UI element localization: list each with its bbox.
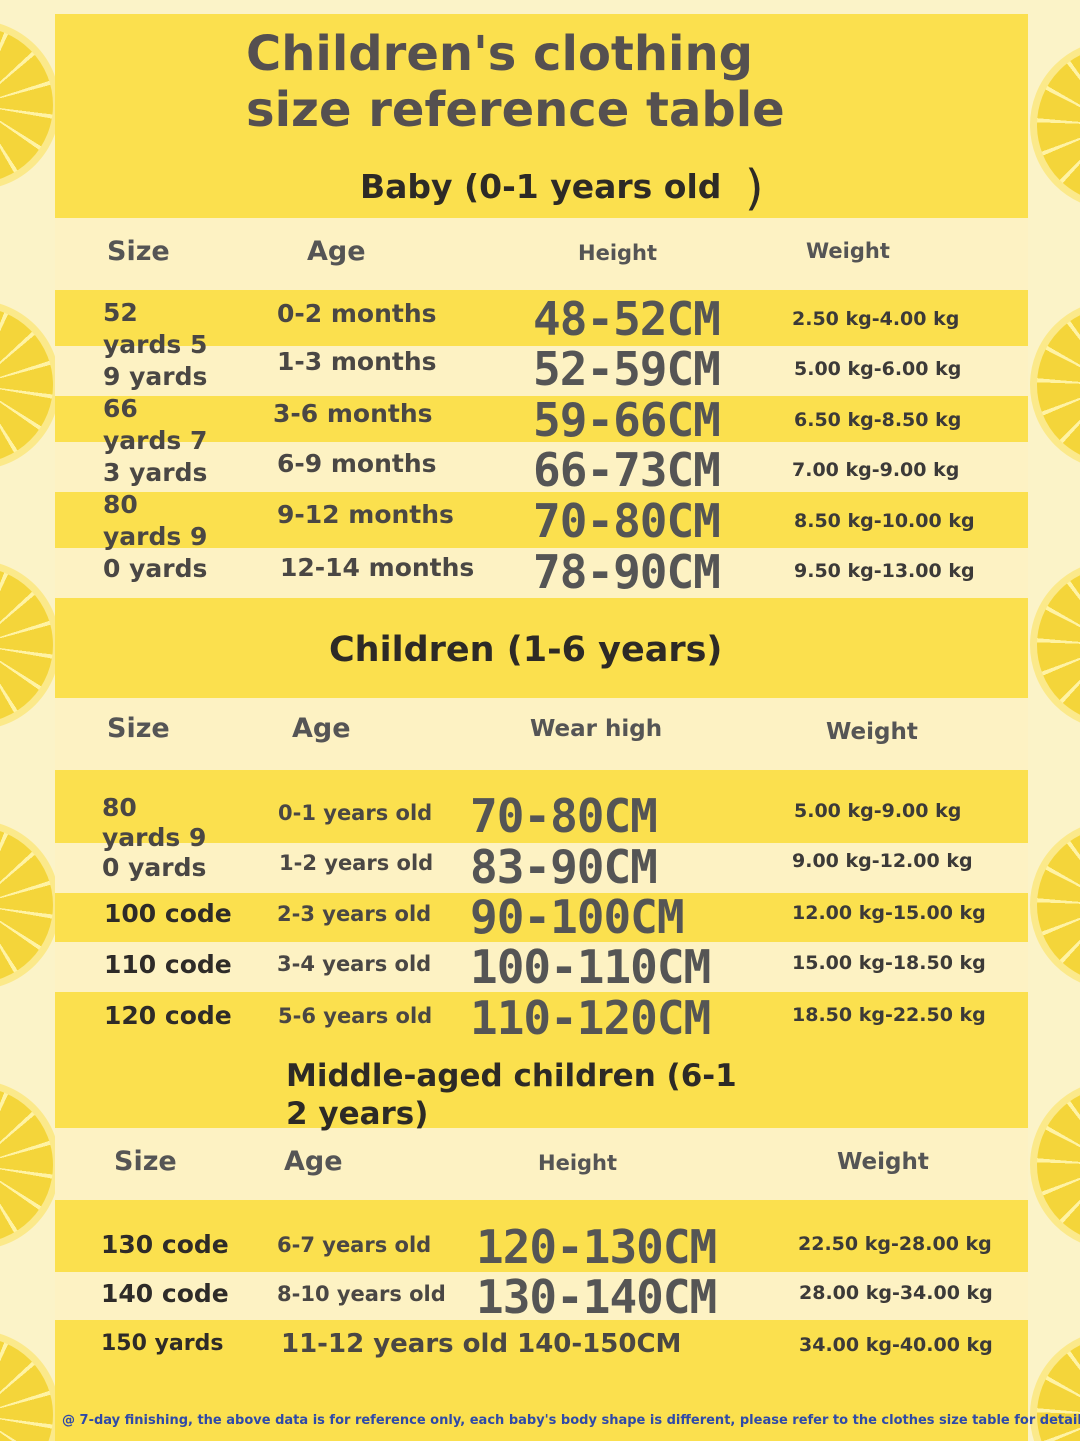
weight-cell: 9.00 kg-12.00 kg: [792, 850, 973, 872]
age-cell: 1-2 years old: [279, 851, 434, 875]
age-cell: 6-7 years old: [277, 1233, 432, 1257]
middle-heading-line: Middle-aged children (6-1: [286, 1058, 737, 1094]
row-stripe: [55, 942, 1028, 992]
weight-cell: 8.50 kg-10.00 kg: [794, 510, 975, 532]
weight-cell: 18.50 kg-22.50 kg: [792, 1004, 986, 1026]
baby-heading-paren: ): [744, 160, 764, 216]
height-cell: 48-52CM: [533, 292, 721, 346]
height-cell: 130-140CM: [476, 1270, 717, 1324]
size-line: yards 7: [103, 426, 208, 455]
size-line: 0 yards: [102, 853, 207, 882]
column-header-height: Wear high: [530, 716, 663, 742]
height-cell: 59-66CM: [533, 393, 721, 447]
header-row-bg: [55, 218, 1028, 290]
height-cell: 120-130CM: [476, 1220, 717, 1274]
lemon-decoration-left: [0, 0, 60, 1441]
weight-cell: 28.00 kg-34.00 kg: [799, 1282, 993, 1304]
height-cell: 100-110CM: [470, 940, 711, 994]
size-line: 0 yards: [103, 554, 208, 583]
middle-heading-line: 2 years): [286, 1096, 429, 1132]
size-line: 9 yards: [103, 362, 208, 391]
age-cell: 0-2 months: [277, 299, 437, 328]
page-title: Children's clothing size reference table: [246, 26, 785, 138]
height-cell: 90-100CM: [470, 890, 685, 944]
row-stripe: [55, 548, 1028, 598]
age-cell: 6-9 months: [277, 449, 437, 478]
size-code-cell: 140 code: [101, 1279, 229, 1308]
column-header-height: Height: [578, 241, 658, 265]
age-cell: 1-3 months: [277, 347, 437, 376]
size-code-cell: 120 code: [104, 1001, 232, 1030]
size-line: yards 5: [103, 330, 208, 359]
weight-cell: 22.50 kg-28.00 kg: [798, 1233, 992, 1255]
size-line: 80: [103, 490, 138, 519]
section-heading-children: Children (1-6 years): [329, 630, 723, 670]
size-line: 3 yards: [103, 458, 208, 487]
weight-cell: 12.00 kg-15.00 kg: [792, 902, 986, 924]
row-stripe: [55, 346, 1028, 396]
header-row-bg: [55, 1128, 1028, 1200]
age-cell: 8-10 years old: [277, 1282, 446, 1306]
section-heading-baby: Baby (0-1 years old ): [360, 164, 764, 212]
column-header-age: Age: [284, 1146, 343, 1177]
weight-cell: 7.00 kg-9.00 kg: [792, 459, 960, 481]
column-header-age: Age: [292, 713, 351, 744]
age-cell: 9-12 months: [277, 500, 454, 529]
row-stripe: [55, 843, 1028, 893]
weight-cell: 34.00 kg-40.00 kg: [799, 1334, 993, 1356]
section-heading-middle: Middle-aged children (6-1 2 years): [286, 1057, 737, 1133]
row-stripe: [55, 442, 1028, 492]
age-cell: 3-6 months: [273, 399, 433, 428]
weight-cell: 2.50 kg-4.00 kg: [792, 308, 960, 330]
age-cell: 12-14 months: [280, 553, 475, 582]
column-header-weight: Weight: [806, 239, 890, 263]
size-line: 52: [103, 298, 138, 327]
age-cell: 3-4 years old: [277, 952, 432, 976]
height-cell: 78-90CM: [533, 545, 721, 599]
height-cell: 52-59CM: [533, 342, 721, 396]
height-cell: 70-80CM: [533, 494, 721, 548]
height-cell: 110-120CM: [470, 991, 711, 1045]
size-line: yards 9: [102, 823, 207, 852]
footer-note: @ 7-day finishing, the above data is for…: [62, 1413, 1080, 1428]
column-header-height: Height: [538, 1151, 618, 1175]
age-cell: 0-1 years old: [278, 801, 433, 825]
weight-cell: 9.50 kg-13.00 kg: [794, 560, 975, 582]
size-code-cell: 150 yards: [101, 1331, 224, 1356]
height-cell: 83-90CM: [470, 840, 658, 894]
column-header-weight: Weight: [826, 719, 918, 745]
baby-heading-text: Baby (0-1 years old: [360, 167, 722, 206]
size-code-cell: 110 code: [104, 950, 232, 979]
size-code-cell: 100 code: [104, 899, 232, 928]
header-row-bg: [55, 698, 1028, 770]
height-cell: 70-80CM: [470, 789, 658, 843]
size-line: 80: [102, 793, 137, 822]
row-stripe: [55, 1272, 1028, 1320]
age-height-cell: 11-12 years old 140-150CM: [281, 1329, 682, 1359]
age-cell: 2-3 years old: [277, 902, 432, 926]
lemon-decoration-right: [1020, 0, 1080, 1441]
size-code-cell: 130 code: [101, 1230, 229, 1259]
column-header-size: Size: [114, 1146, 177, 1177]
height-cell: 66-73CM: [533, 443, 721, 497]
column-header-weight: Weight: [837, 1149, 929, 1175]
weight-cell: 5.00 kg-9.00 kg: [794, 800, 962, 822]
column-header-size: Size: [107, 236, 170, 267]
size-line: yards 9: [103, 522, 208, 551]
weight-cell: 5.00 kg-6.00 kg: [794, 358, 962, 380]
size-lines: 80 yards 9 0 yards: [102, 793, 206, 883]
size-lines: 52 yards 5 9 yards 66 yards 7 3 yards 80…: [103, 297, 207, 585]
age-cell: 5-6 years old: [278, 1004, 433, 1028]
weight-cell: 15.00 kg-18.50 kg: [792, 952, 986, 974]
column-header-age: Age: [307, 236, 366, 267]
size-line: 66: [103, 394, 138, 423]
column-header-size: Size: [107, 713, 170, 744]
weight-cell: 6.50 kg-8.50 kg: [794, 409, 962, 431]
